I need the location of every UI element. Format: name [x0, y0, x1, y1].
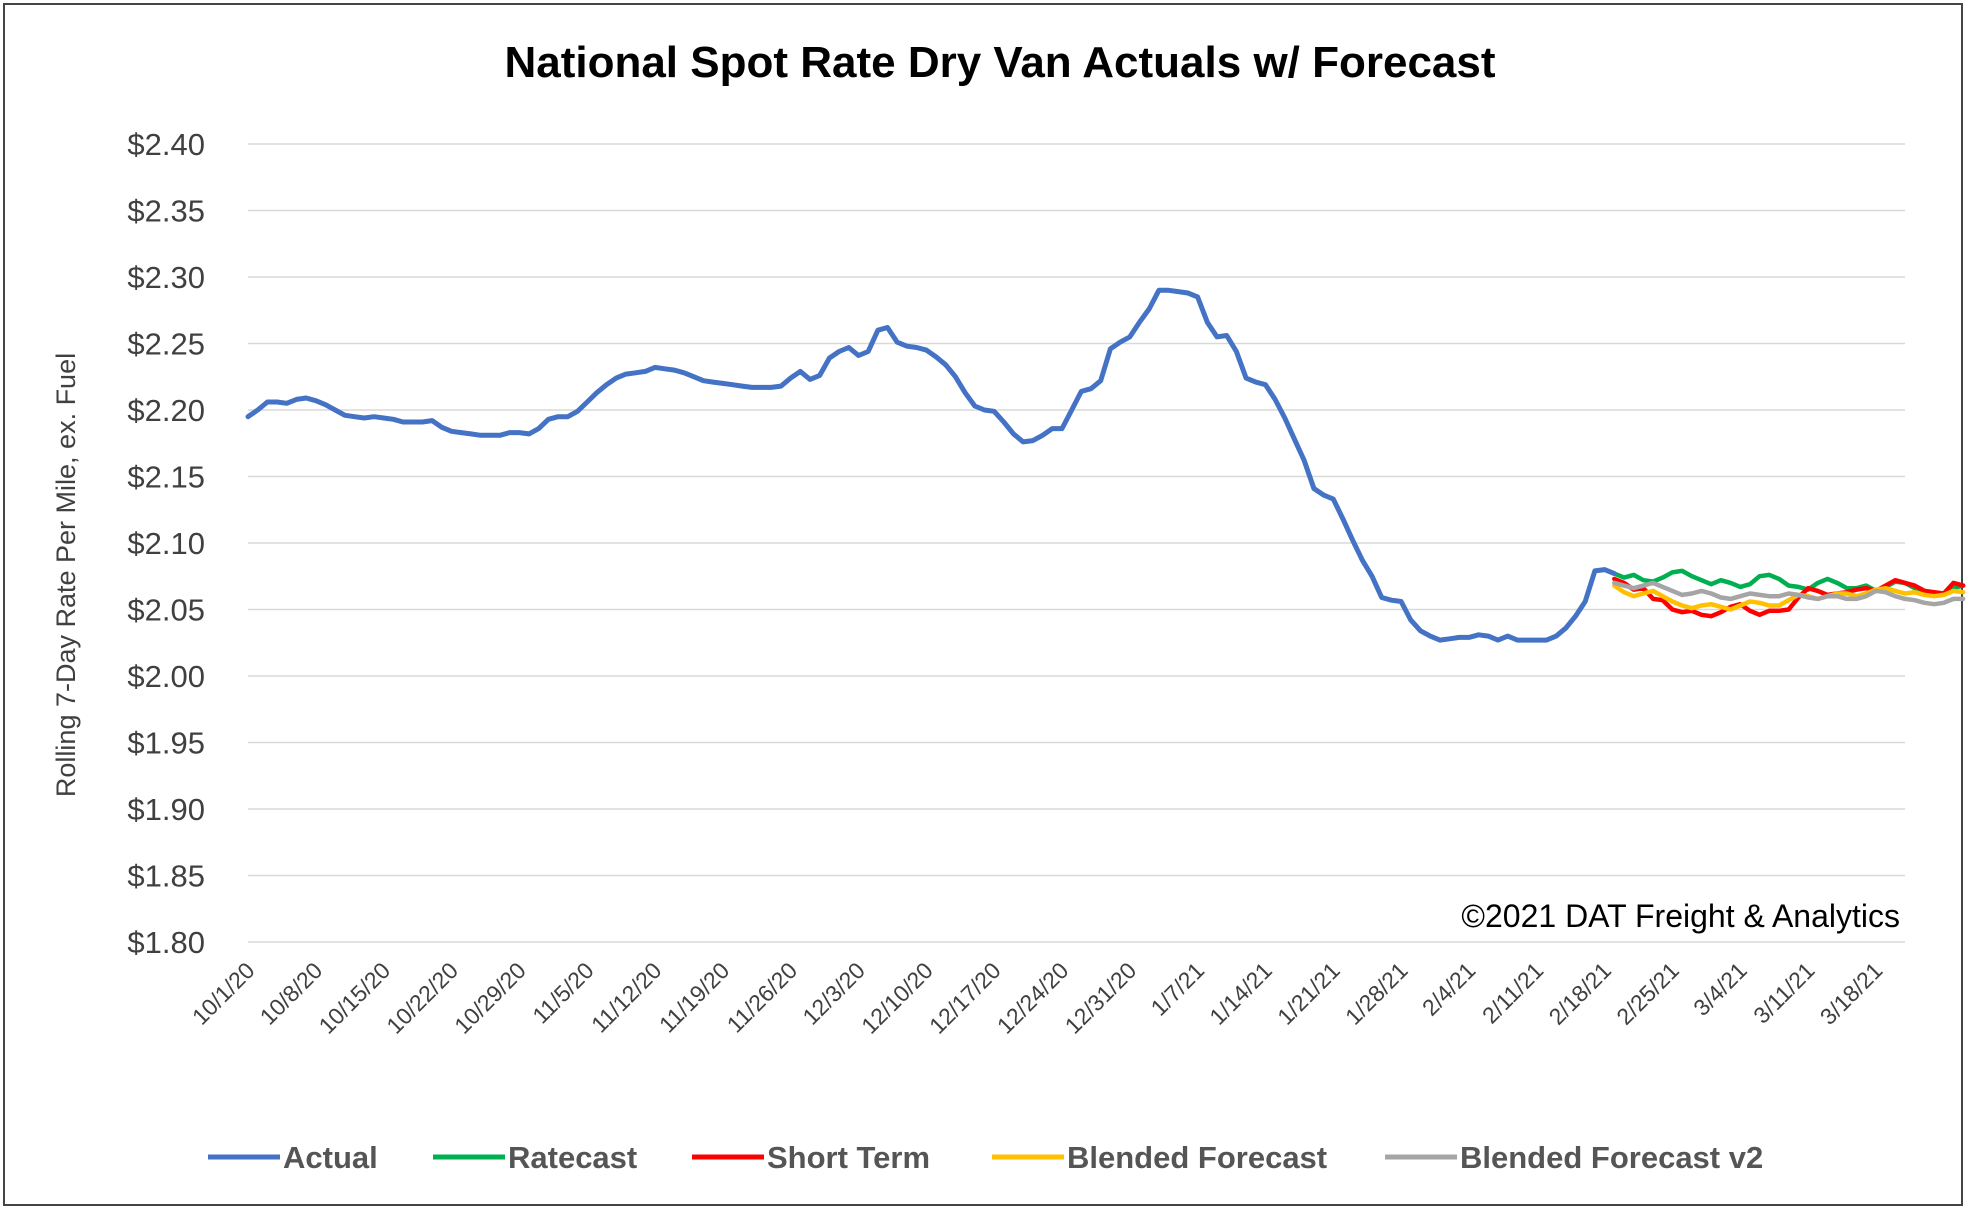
y-tick-label: $2.20 — [127, 393, 205, 428]
y-tick-label: $2.40 — [127, 127, 205, 162]
y-tick-label: $2.05 — [127, 593, 205, 628]
legend-label-short-term: Short Term — [767, 1140, 930, 1175]
chart-frame — [3, 3, 1963, 1206]
series-line-short-term — [1612, 576, 1966, 619]
x-axis-ticks: 10/1/2010/8/2010/15/2010/22/2010/29/2011… — [187, 957, 1888, 1039]
x-tick-label: 1/21/21 — [1272, 957, 1345, 1030]
series-line-actual — [245, 287, 1617, 643]
series-line-blended-forecast-v2 — [1612, 580, 1966, 607]
y-tick-label: $1.90 — [127, 792, 205, 827]
y-axis-label: Rolling 7-Day Rate Per Mile, ex. Fuel — [51, 353, 81, 797]
series-line-blended-forecast — [1612, 583, 1966, 612]
x-tick-label: 10/15/20 — [314, 957, 396, 1039]
x-tick-label: 11/19/20 — [654, 957, 734, 1037]
x-tick-label: 12/10/20 — [856, 957, 938, 1039]
legend: Actual Ratecast Short Term Blended Forecast… — [208, 1140, 1763, 1175]
y-tick-label: $2.25 — [127, 327, 205, 362]
x-tick-label: 2/18/21 — [1543, 957, 1616, 1030]
y-tick-label: $2.35 — [127, 194, 205, 229]
x-tick-label: 10/22/20 — [381, 957, 463, 1039]
chart-title: National Spot Rate Dry Van Actuals w/ Fo… — [504, 38, 1495, 87]
legend-label-blended-forecast-v2: Blended Forecast v2 — [1460, 1140, 1763, 1175]
legend-label-actual: Actual — [283, 1140, 378, 1175]
y-tick-label: $2.15 — [127, 460, 205, 495]
gridlines — [248, 143, 1905, 943]
x-tick-label: 3/4/21 — [1688, 957, 1752, 1021]
x-tick-label: 2/4/21 — [1417, 957, 1481, 1021]
y-tick-label: $1.95 — [127, 726, 205, 761]
x-tick-label: 1/28/21 — [1340, 957, 1413, 1030]
x-tick-label: 11/12/20 — [586, 957, 666, 1037]
y-tick-label: $1.85 — [127, 859, 205, 894]
y-tick-label: $2.30 — [127, 260, 205, 295]
x-tick-label: 3/18/21 — [1815, 957, 1888, 1030]
x-tick-label: 10/1/20 — [187, 957, 260, 1030]
x-tick-label: 1/7/21 — [1146, 957, 1210, 1021]
legend-label-ratecast: Ratecast — [508, 1140, 637, 1175]
x-tick-label: 2/11/21 — [1477, 957, 1548, 1028]
x-tick-label: 10/29/20 — [449, 957, 531, 1039]
x-tick-label: 1/14/21 — [1204, 957, 1277, 1030]
x-tick-label: 12/17/20 — [924, 957, 1006, 1039]
y-axis-ticks: $2.40 $2.35 $2.30 $2.25 $2.20 $2.15 $2.10 $2.05… — [127, 127, 205, 960]
y-tick-label: $2.10 — [127, 526, 205, 561]
x-tick-label: 12/24/20 — [992, 957, 1074, 1039]
x-tick-label: 2/25/21 — [1611, 957, 1684, 1030]
x-tick-label: 3/11/21 — [1748, 957, 1819, 1028]
y-tick-label: $2.00 — [127, 659, 205, 694]
series-lines — [245, 287, 1966, 643]
y-tick-label: $1.80 — [127, 925, 205, 960]
x-tick-label: 12/31/20 — [1060, 957, 1142, 1039]
copyright-credit: ©2021 DAT Freight & Analytics — [1461, 898, 1900, 934]
x-tick-label: 11/26/20 — [722, 957, 802, 1037]
legend-label-blended-forecast: Blended Forecast — [1067, 1140, 1327, 1175]
